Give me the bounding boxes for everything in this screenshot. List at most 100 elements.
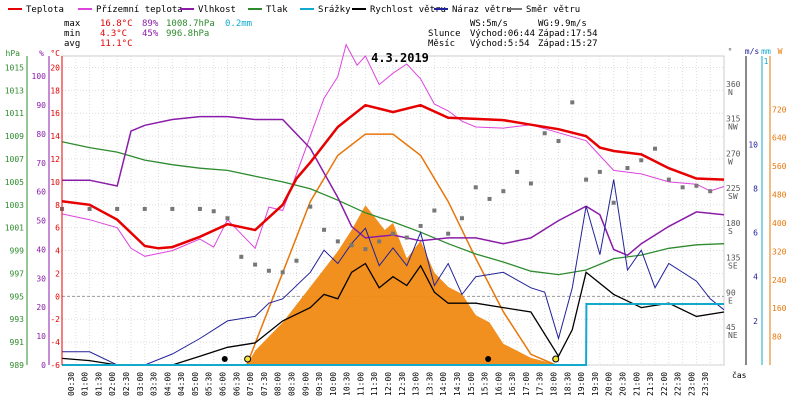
axis-watt-tick: 560 <box>772 162 787 171</box>
astro-info: WS:5m/s WG:9.9m/s Slunce Východ:06:44 Zá… <box>428 19 598 49</box>
wind-direction-point <box>556 138 561 143</box>
wind-direction-point <box>239 254 244 259</box>
grid <box>61 55 725 366</box>
axis-ms-tick: 6 <box>753 229 758 238</box>
time-tick: 08:30 <box>287 372 296 396</box>
time-tick: 04:30 <box>177 372 186 396</box>
axis-celsius-tick: -6 <box>50 361 60 370</box>
wind-direction-point <box>322 227 327 232</box>
axis-watt-tick: 80 <box>772 333 782 342</box>
axis-percent-tick: 100 <box>32 72 47 81</box>
wind-direction-point <box>280 270 285 275</box>
wind-direction-point <box>446 231 451 236</box>
wind-direction-point <box>694 183 699 188</box>
wind-direction-point <box>87 206 92 211</box>
wind-direction-point <box>515 169 520 174</box>
axis-direction-compass: S <box>728 227 733 236</box>
axis-celsius-tick: 16 <box>50 109 60 118</box>
wind-direction-point <box>363 247 368 252</box>
series-solar-theoretical <box>246 133 556 366</box>
stat-max-label: max <box>64 19 81 29</box>
stat-avg-temp: 11.1°C <box>100 39 133 49</box>
axis-watt-tick: 320 <box>772 247 787 256</box>
axis-percent-tick: 50 <box>36 217 46 226</box>
wind-direction-point <box>335 239 340 244</box>
axis-mm-tick: 1 <box>764 57 769 66</box>
wind-direction-point <box>349 243 354 248</box>
axis-direction-compass: SW <box>728 192 738 201</box>
axis-direction-tick: 360 <box>726 80 741 89</box>
moonset-marker <box>485 356 492 362</box>
time-tick: 16:30 <box>508 372 517 396</box>
time-tick: 19:30 <box>591 372 600 396</box>
moon-set: Západ:15:27 <box>538 39 598 49</box>
wind-direction-point <box>115 206 120 211</box>
axis-direction-compass: W <box>728 157 733 166</box>
time-tick: 12:00 <box>384 372 393 396</box>
time-tick: 06:30 <box>232 372 241 396</box>
wind-direction-point <box>487 196 492 201</box>
moon-label: Měsíc <box>428 39 455 49</box>
wind-direction-point <box>377 239 382 244</box>
axis-percent-tick: 20 <box>36 303 46 312</box>
time-tick: 21:00 <box>632 372 641 396</box>
wind-direction-point <box>501 189 506 194</box>
axis-direction-tick: 270 <box>726 149 741 158</box>
axis-hpa-tick: 1007 <box>5 155 24 164</box>
time-tick: 03:30 <box>150 372 159 396</box>
axis-direction-tick: 315 <box>726 115 741 124</box>
axis-celsius-tick: 10 <box>50 178 60 187</box>
time-tick: 02:00 <box>108 372 117 396</box>
axis-direction-compass: E <box>728 296 733 305</box>
wind-direction-point <box>225 216 230 221</box>
legend: Teplota Přízemní teplota Vlhkost Tlak Srážky… <box>8 5 580 15</box>
axis-ms-tick: 10 <box>748 140 758 149</box>
time-tick: 07:30 <box>260 372 269 396</box>
time-tick: 05:00 <box>191 372 200 396</box>
wind-direction-point <box>653 146 658 151</box>
wind-direction-point <box>570 100 575 105</box>
axis-hpa-tick: 995 <box>10 292 25 301</box>
axis-hpa-label: hPa <box>6 49 21 58</box>
axis-hpa-tick: 991 <box>10 338 25 347</box>
axis-percent-tick: 40 <box>36 245 46 254</box>
time-tick: 10:00 <box>329 372 338 396</box>
time-tick: 01:00 <box>81 372 90 396</box>
axis-celsius-tick: -4 <box>50 338 60 347</box>
legend-label: Přízemní teplota <box>96 5 183 15</box>
series-wind-speed <box>61 262 725 366</box>
legend-label: Tlak <box>266 5 288 15</box>
axis-hpa-tick: 999 <box>10 247 25 256</box>
wind-direction-point <box>418 223 423 228</box>
time-tick: 14:00 <box>439 372 448 396</box>
time-tick: 21:30 <box>646 372 655 396</box>
wind-direction-point <box>680 185 685 190</box>
axis-direction-tick: 90 <box>726 288 736 297</box>
stat-max-hum: 89% <box>142 19 159 29</box>
legend-label: Srážky <box>318 5 351 15</box>
wind-direction-point <box>404 235 409 240</box>
wind-direction-point <box>708 189 713 194</box>
moonrise-marker <box>221 356 228 362</box>
wind-direction-point <box>459 216 464 221</box>
time-tick: 15:00 <box>467 372 476 396</box>
legend-label: Teplota <box>26 5 64 15</box>
legend-label: Směr větru <box>526 5 580 15</box>
axis-ms-label: m/s <box>745 47 760 56</box>
sunrise-marker <box>244 355 252 363</box>
time-tick: 20:30 <box>618 372 627 396</box>
axis-direction-label: ° <box>728 47 733 56</box>
time-tick: 12:30 <box>398 372 407 396</box>
axis-percent-label: % <box>39 49 44 58</box>
axis-watt-tick: 240 <box>772 276 787 285</box>
axis-direction-tick: 45 <box>726 323 736 332</box>
axis-direction-compass: SE <box>728 262 738 271</box>
axis-watt-tick: 720 <box>772 105 787 114</box>
axis-ms-tick: 8 <box>753 184 758 193</box>
wind-ws: WS:5m/s <box>470 19 508 29</box>
time-tick: 17:30 <box>536 372 545 396</box>
axis-celsius-tick: 4 <box>55 247 60 256</box>
axis-celsius-tick: 12 <box>50 155 60 164</box>
wind-direction-point <box>266 268 271 273</box>
